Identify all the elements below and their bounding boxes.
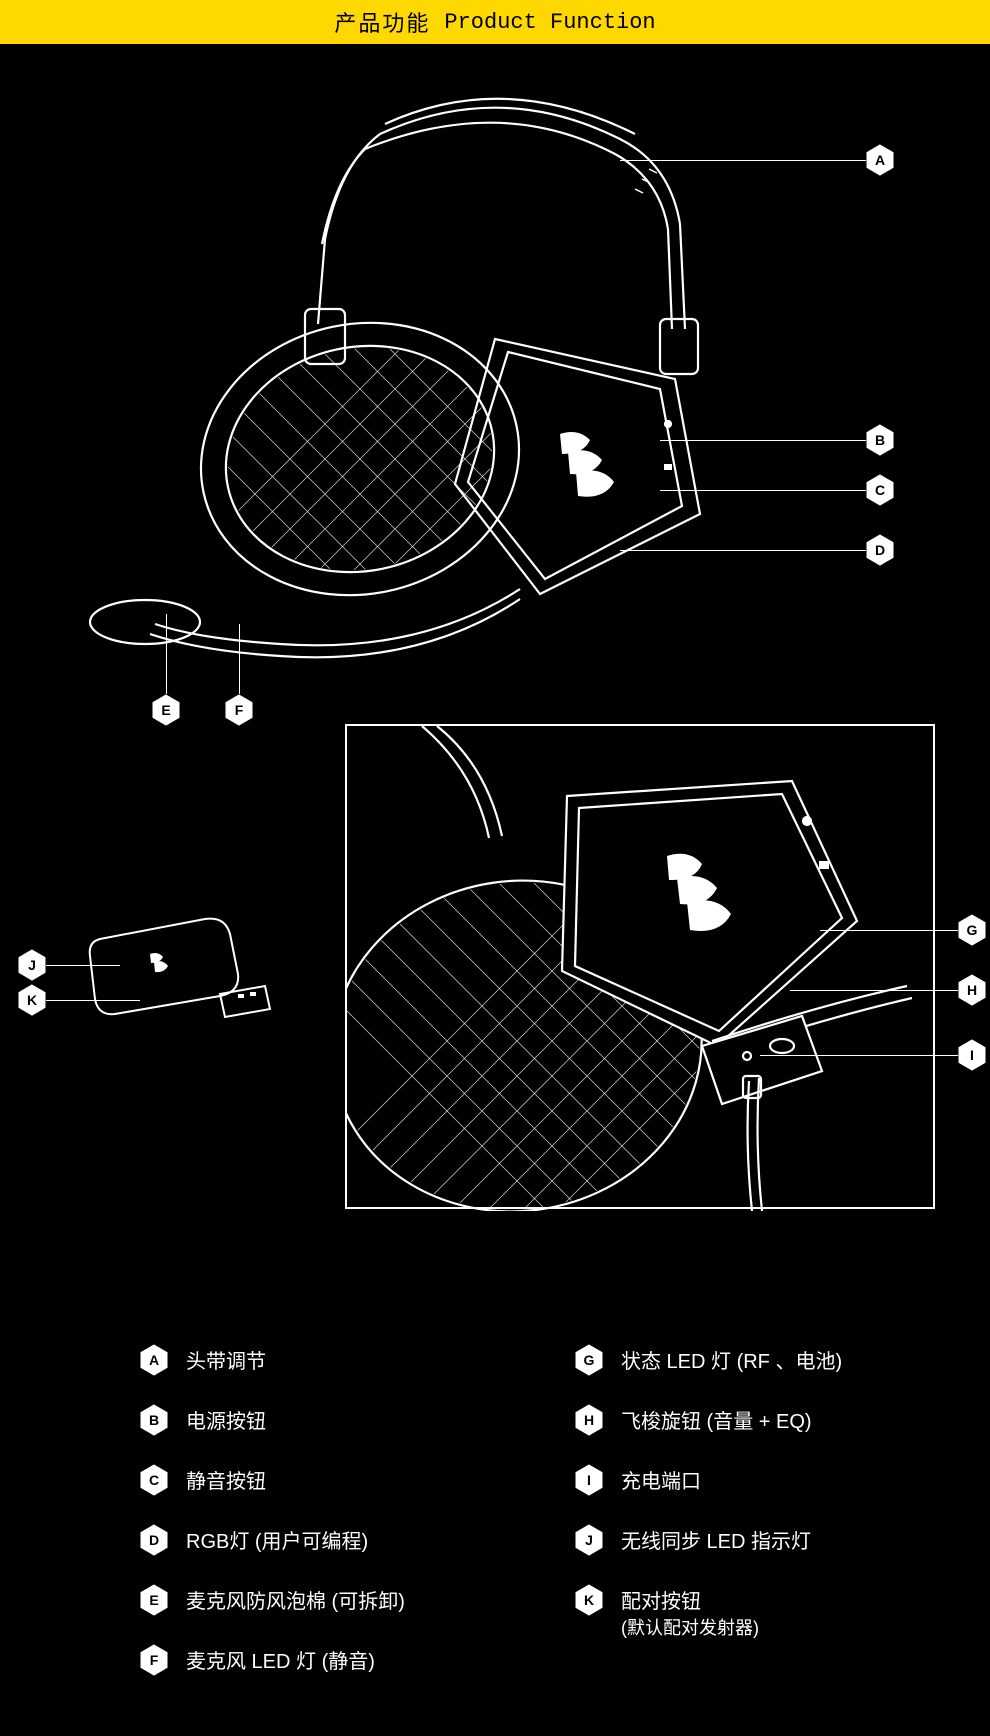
header-title-en: Product Function [444,10,655,35]
legend-text: 麦克风 LED 灯 (静音) [186,1644,375,1676]
legend-badge: F [140,1644,168,1676]
legend-column-left: A 头带调节 B 电源按钮 C 静音按钮 D RGB灯 (用户可编程) E 麦克风防风泡棉 (可拆… [140,1344,495,1676]
callout-label-d: D [866,534,894,566]
legend-item-e: E 麦克风防风泡棉 (可拆卸) [140,1584,495,1616]
legend-text: 无线同步 LED 指示灯 [621,1524,811,1556]
legend-badge: C [140,1464,168,1496]
legend-text: 麦克风防风泡棉 (可拆卸) [186,1584,405,1616]
headset-closeup-illustration [347,726,937,1211]
legend-text: 头带调节 [186,1344,266,1376]
legend-badge: K [575,1584,603,1616]
legend-badge: E [140,1584,168,1616]
callout-label-f: F [225,694,253,726]
lead-line [790,990,958,991]
legend-badge: H [575,1404,603,1436]
legend-badge: G [575,1344,603,1376]
callout-label-k: K [18,984,46,1016]
legend-badge: J [575,1524,603,1556]
legend-item-k: K 配对按钮(默认配对发射器) [575,1584,930,1641]
lead-line [620,160,866,161]
legend-badge: D [140,1524,168,1556]
legend-item-j: J 无线同步 LED 指示灯 [575,1524,930,1556]
section-header: 产品功能 Product Function [0,0,990,44]
lead-line [239,624,240,694]
legend-text: 静音按钮 [186,1464,266,1496]
legend-text: 充电端口 [621,1464,701,1496]
legend-item-g: G 状态 LED 灯 (RF 、电池) [575,1344,930,1376]
legend-text: 状态 LED 灯 (RF 、电池) [621,1344,842,1376]
lead-line [820,930,958,931]
legend-badge: A [140,1344,168,1376]
legend: A 头带调节 B 电源按钮 C 静音按钮 D RGB灯 (用户可编程) E 麦克风防风泡棉 (可拆… [0,1314,990,1736]
legend-badge: B [140,1404,168,1436]
callout-label-j: J [18,949,46,981]
legend-text: 飞梭旋钮 (音量 + EQ) [621,1404,812,1436]
legend-text: 配对按钮(默认配对发射器) [621,1584,759,1641]
callout-label-g: G [958,914,986,946]
header-title-cn: 产品功能 [334,6,430,38]
legend-item-c: C 静音按钮 [140,1464,495,1496]
legend-badge: I [575,1464,603,1496]
legend-item-a: A 头带调节 [140,1344,495,1376]
callout-label-e: E [152,694,180,726]
legend-item-f: F 麦克风 LED 灯 (静音) [140,1644,495,1676]
legend-item-i: I 充电端口 [575,1464,930,1496]
callout-label-h: H [958,974,986,1006]
lead-line [660,440,866,441]
lead-line [660,490,866,491]
inset-panel [345,724,935,1209]
lead-line [166,614,167,694]
diagram-canvas: A BCD E F GH I JK [0,44,990,1314]
legend-item-b: B 电源按钮 [140,1404,495,1436]
legend-text: RGB灯 (用户可编程) [186,1524,368,1556]
callout-label-b: B [866,424,894,456]
lead-line [46,1000,140,1001]
callout-label-c: C [866,474,894,506]
callout-label-i: I [958,1039,986,1071]
legend-item-h: H 飞梭旋钮 (音量 + EQ) [575,1404,930,1436]
legend-text: 电源按钮 [186,1404,266,1436]
legend-column-right: G 状态 LED 灯 (RF 、电池) H 飞梭旋钮 (音量 + EQ) I 充电端口 J无… [575,1344,930,1676]
lead-line [620,550,866,551]
headset-main-illustration [60,94,820,714]
lead-line [46,965,120,966]
callout-label-a: A [866,144,894,176]
legend-item-d: D RGB灯 (用户可编程) [140,1524,495,1556]
lead-line [760,1055,958,1056]
usb-dongle-illustration [70,904,280,1034]
